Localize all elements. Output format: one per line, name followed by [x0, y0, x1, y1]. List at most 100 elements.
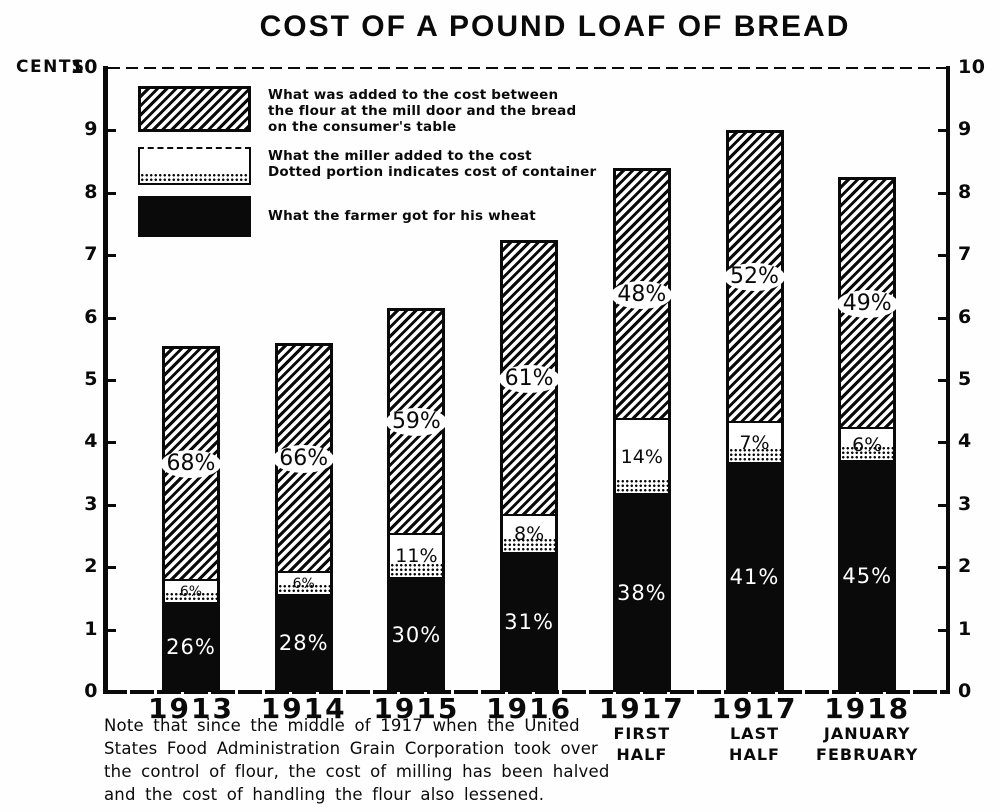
segment-miller-1916: 8%: [500, 516, 559, 552]
y-tick-label-left-7: 7: [84, 243, 98, 266]
miller-percent-label: 14%: [620, 445, 663, 468]
container-cost-stipple: [277, 584, 330, 594]
container-cost-stipple: [615, 479, 668, 493]
segment-miller-1915: 11%: [387, 535, 446, 577]
added-cost-percent-label: 59%: [385, 408, 447, 436]
x-axis-label-1917-first-half: 1917 FIRST HALF: [584, 694, 700, 765]
plot-area: 68% 6% 26% 66% 6% 28% 59% 11% 30% 61% 8% 31% 48% 14% 3…: [103, 68, 950, 692]
x-axis-label-1917-last-half: 1917 LAST HALF: [697, 694, 813, 765]
bar-1913: 68% 6% 26%: [160, 346, 222, 692]
footnote-line: Note that since the middle of 1917 when …: [104, 716, 580, 735]
container-cost-stipple: [140, 172, 249, 183]
y-tick-label-left-5: 5: [84, 368, 98, 390]
category-year: 1917: [598, 692, 685, 725]
bar-1916: 61% 8% 31%: [498, 240, 560, 692]
segment-added-cost-1917-last-half: 52%: [724, 130, 785, 423]
segment-added-cost-1913: 68%: [160, 346, 222, 581]
category-year: 1916: [486, 692, 573, 725]
y-tick-label-right-1: 1: [958, 617, 972, 640]
y-tick-mark-right-5: [938, 379, 946, 382]
y-tick-label-right-0: 0: [958, 680, 972, 702]
x-axis-label-1915: 1915: [358, 692, 474, 725]
segment-miller-1917-last-half: 7%: [725, 423, 784, 462]
added-cost-percent-label: 48%: [611, 280, 673, 309]
segment-added-cost-1915: 59%: [385, 308, 447, 535]
miller-percent-label: 6%: [852, 433, 883, 456]
y-tick-mark-left-9: [108, 129, 116, 133]
container-cost-stipple: [841, 446, 894, 460]
footnote-line: States Food Administration Grain Corpora…: [104, 739, 599, 758]
y-tick-mark-right-3: [938, 503, 946, 507]
footnote-line: and the cost of handling the flour also …: [104, 785, 545, 804]
legend-swatch-black: [138, 195, 251, 237]
bar-1915: 59% 11% 30%: [385, 308, 447, 692]
y-tick-label-left-4: 4: [84, 430, 98, 453]
y-tick-label-right-7: 7: [958, 243, 972, 266]
added-cost-percent-label: 49%: [836, 289, 898, 318]
category-sub-label: JANUARY: [823, 724, 911, 744]
legend-swatch-hatched: [138, 86, 251, 132]
y-tick-mark-right-6: [938, 316, 946, 320]
y-tick-mark-right-9: [938, 129, 946, 133]
miller-percent-label: 6%: [179, 583, 203, 600]
x-axis-label-1914: 1914: [246, 692, 362, 725]
y-tick-mark-left-1: [108, 628, 116, 632]
segment-added-cost-1916: 61%: [498, 240, 560, 516]
segment-added-cost-1917-first-half: 48%: [611, 168, 673, 420]
category-year: 1915: [373, 692, 460, 725]
y-tick-mark-left-2: [108, 566, 116, 570]
y-tick-label-right-4: 4: [958, 430, 972, 453]
y-tick-label-right-9: 9: [958, 118, 972, 141]
y-tick-mark-left-6: [108, 316, 116, 320]
y-tick-label-left-8: 8: [84, 180, 98, 203]
category-sub-label: FIRST: [613, 724, 671, 744]
y-tick-label-right-6: 6: [958, 305, 972, 328]
segment-farmer-1913: 26%: [162, 602, 220, 692]
y-tick-label-left-9: 9: [84, 118, 98, 141]
segment-farmer-1918-jan-feb: 45%: [838, 460, 897, 692]
legend-line: What the miller added to the cost: [268, 147, 532, 164]
legend-swatch-white-dotted: [138, 146, 251, 185]
x-axis-labels: 1913 1914 1915 1916 1917 FIRST HALF 1917 LAST HAL…: [103, 694, 950, 784]
y-tick-mark-left-5: [108, 379, 116, 382]
x-axis-label-1918-jan-feb: 1918 JANUARY FEBRUARY: [809, 694, 925, 765]
farmer-percent-label: 38%: [616, 580, 667, 605]
farmer-percent-label: 28%: [278, 631, 329, 655]
segment-miller-1914: 6%: [274, 573, 333, 594]
y-tick-label-right-2: 2: [958, 555, 972, 578]
segment-miller-1913: 6%: [162, 581, 220, 602]
added-cost-percent-label: 61%: [498, 364, 560, 393]
legend-item-farmer: What the farmer got for his wheat: [138, 195, 596, 237]
y-tick-label-right-5: 5: [958, 368, 972, 390]
legend-line: What was added to the cost between: [268, 87, 559, 103]
y-axis-unit-label: CENTS: [16, 57, 86, 77]
y-tick-mark-left-8: [108, 191, 116, 195]
added-cost-percent-label: 68%: [160, 450, 222, 478]
segment-farmer-1915: 30%: [387, 577, 446, 692]
farmer-percent-label: 30%: [391, 622, 442, 647]
miller-percent-label: 8%: [514, 523, 545, 545]
segment-miller-1918-jan-feb: 6%: [838, 429, 897, 460]
y-tick-label-left-1: 1: [84, 617, 98, 640]
y-axis-line-right: [946, 66, 950, 694]
segment-farmer-1917-last-half: 41%: [725, 462, 784, 692]
x-axis-label-1913: 1913: [133, 694, 249, 724]
bar-1917-last-half: 52% 7% 41%: [724, 130, 785, 692]
farmer-percent-label: 31%: [504, 610, 554, 634]
y-tick-mark-right-7: [938, 254, 946, 258]
bar-1917-first-half: 48% 14% 38%: [611, 168, 673, 692]
y-tick-label-left-10: 10: [70, 56, 98, 78]
farmer-percent-label: 45%: [842, 564, 893, 588]
y-tick-label-left-3: 3: [84, 492, 98, 515]
footnote: Note that since the middle of 1917 when …: [104, 714, 609, 806]
category-year: 1914: [260, 692, 347, 725]
legend-line: Dotted portion indicates cost of contain…: [268, 163, 597, 180]
y-tick-mark-left-7: [108, 254, 116, 258]
segment-added-cost-1914: 66%: [273, 343, 335, 573]
segment-miller-1917-first-half: 14%: [612, 420, 671, 493]
legend-item-miller: What the miller added to the cost Dotted…: [138, 146, 597, 185]
legend-label-farmer: What the farmer got for his wheat: [268, 207, 536, 224]
container-cost-stipple: [390, 563, 443, 577]
y-tick-mark-right-1: [938, 628, 946, 632]
